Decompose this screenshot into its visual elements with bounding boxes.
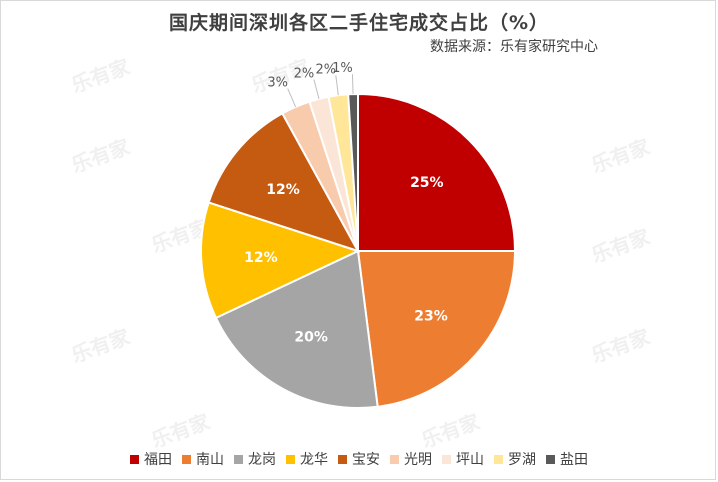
legend-swatch (286, 454, 295, 464)
legend-swatch (494, 454, 503, 464)
legend-swatch (442, 454, 451, 464)
chart-legend: 福田 南山 龙岗 龙华 宝安 光明 坪山 罗湖 盐田 (0, 449, 718, 469)
legend-label: 坪山 (456, 452, 484, 468)
legend-label: 宝安 (352, 452, 380, 468)
data-source: 数据来源：乐有家研究中心 (430, 39, 598, 55)
data-label-龙华: 12% (244, 250, 278, 266)
data-label-南山: 23% (414, 308, 448, 324)
data-label-宝安: 12% (266, 182, 300, 198)
legend-label: 龙岗 (248, 452, 276, 468)
leader-line-光明 (287, 88, 297, 108)
data-label-光明: 3% (267, 76, 288, 91)
legend-swatch (234, 454, 243, 464)
legend-label: 盐田 (560, 452, 588, 468)
legend-item-光明[interactable]: 光明 (390, 449, 432, 469)
legend-item-福田[interactable]: 福田 (130, 449, 172, 469)
data-label-龙岗: 20% (294, 329, 328, 345)
legend-item-盐田[interactable]: 盐田 (546, 449, 588, 469)
pie-slice-龙岗 (214, 249, 379, 409)
legend-label: 福田 (144, 452, 172, 468)
chart-title: 国庆期间深圳各区二手住宅成交占比（%） (168, 12, 550, 34)
data-label-罗湖: 2% (316, 62, 337, 77)
legend-label: 南山 (196, 452, 224, 468)
leader-line-罗湖 (335, 75, 339, 96)
legend-label: 龙华 (300, 452, 328, 468)
data-label-坪山: 2% (294, 67, 315, 82)
legend-item-罗湖[interactable]: 罗湖 (494, 449, 536, 469)
legend-item-坪山[interactable]: 坪山 (442, 449, 484, 469)
legend-item-龙华[interactable]: 龙华 (286, 449, 328, 469)
legend-swatch (546, 454, 555, 464)
pie-slice-龙华 (200, 201, 361, 320)
legend-label: 罗湖 (508, 452, 536, 468)
leader-line-盐田 (351, 74, 354, 95)
leader-line-坪山 (313, 79, 320, 100)
legend-swatch (390, 454, 399, 464)
legend-swatch (338, 454, 347, 464)
pie-slice-南山 (356, 250, 517, 408)
data-label-福田: 25% (410, 175, 444, 191)
pie-slice-盐田 (347, 92, 359, 252)
legend-item-宝安[interactable]: 宝安 (338, 449, 380, 469)
legend-item-南山[interactable]: 南山 (182, 449, 224, 469)
pie-slice-福田 (357, 92, 517, 252)
legend-item-龙岗[interactable]: 龙岗 (234, 449, 276, 469)
legend-swatch (130, 454, 139, 464)
data-label-盐田: 1% (332, 61, 353, 76)
legend-swatch (182, 454, 191, 464)
pie-slice-宝安 (207, 112, 361, 253)
legend-label: 光明 (404, 452, 432, 468)
